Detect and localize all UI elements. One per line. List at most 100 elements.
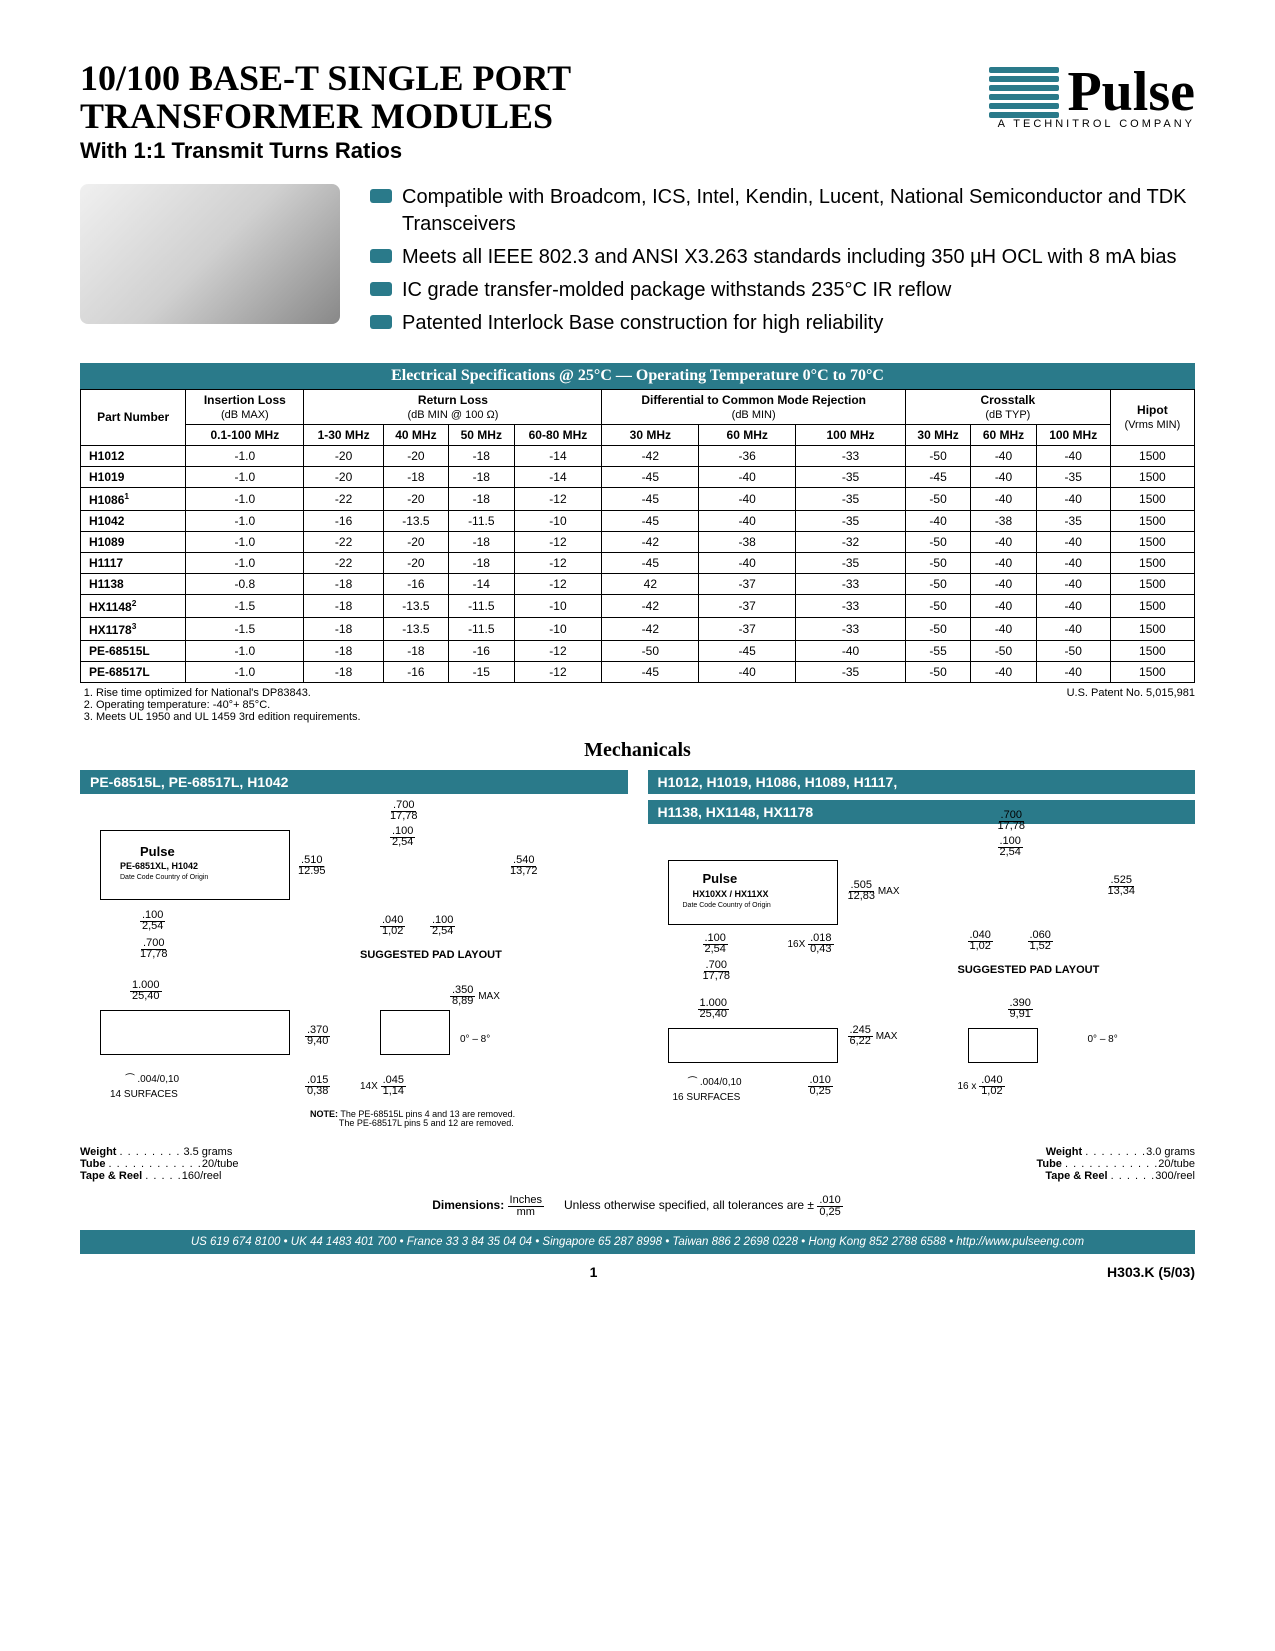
cell: -35 — [1036, 510, 1110, 531]
surfaces-r: 16 SURFACES — [673, 1093, 741, 1104]
cell: -18 — [304, 640, 383, 661]
cell: -40 — [971, 466, 1036, 487]
table-row: PE-68515L-1.0-18-18-16-12-50-45-40-55-50… — [81, 640, 1195, 661]
cell: -16 — [383, 661, 448, 682]
subtitle: With 1:1 Transmit Turns Ratios — [80, 138, 571, 164]
cell: -18 — [449, 552, 514, 573]
cell: -42 — [602, 617, 699, 640]
cell-part: H1042 — [81, 510, 186, 531]
cell: -20 — [304, 445, 383, 466]
weight-block-left: Weight . . . . . . . . 3.5 grams Tube . … — [80, 1146, 628, 1182]
cell: -15 — [449, 661, 514, 682]
cell: -42 — [602, 531, 699, 552]
cell: -50 — [905, 445, 970, 466]
cell: -40 — [699, 510, 796, 531]
cell: -22 — [304, 531, 383, 552]
footnote: Operating temperature: -40°+ 85°C. — [96, 699, 361, 711]
patent-number: U.S. Patent No. 5,015,981 — [1067, 687, 1195, 723]
cell: -38 — [699, 531, 796, 552]
sub-rl1: 40 MHz — [383, 424, 448, 445]
cell: -40 — [971, 573, 1036, 594]
cell-part: H1019 — [81, 466, 186, 487]
title-line1: 10/100 BASE-T SINGLE PORT — [80, 60, 571, 98]
header: 10/100 BASE-T SINGLE PORT TRANSFORMER MO… — [80, 60, 1195, 164]
mechanicals-title: Mechanicals — [80, 739, 1195, 762]
sub-ct0: 30 MHz — [905, 424, 970, 445]
cell: -38 — [971, 510, 1036, 531]
table-row: H1138-0.8-18-16-14-1242-37-33-50-40-4015… — [81, 573, 1195, 594]
cell: 1500 — [1110, 487, 1194, 510]
table-row: H1117-1.0-22-20-18-12-45-40-35-50-40-401… — [81, 552, 1195, 573]
cell: -35 — [796, 466, 906, 487]
spec-table: Part Number Insertion Loss(dB MAX) Retur… — [80, 389, 1195, 683]
sub-dcmr1: 60 MHz — [699, 424, 796, 445]
cell: -1.0 — [186, 466, 304, 487]
cell: -40 — [1036, 531, 1110, 552]
table-row: H10861-1.0-22-20-18-12-45-40-35-50-40-40… — [81, 487, 1195, 510]
cell: -11.5 — [449, 510, 514, 531]
sub-rl2: 50 MHz — [449, 424, 514, 445]
cell: -18 — [304, 617, 383, 640]
cell: -18 — [449, 445, 514, 466]
cell: -50 — [1036, 640, 1110, 661]
cell: -40 — [699, 466, 796, 487]
cell: 1500 — [1110, 531, 1194, 552]
mech-right-header2: H1138, HX1148, HX1178 — [648, 800, 1196, 824]
col-ct: Crosstalk(dB TYP) — [905, 389, 1110, 424]
cell: -35 — [796, 552, 906, 573]
footnotes: Rise time optimized for National's DP838… — [80, 687, 1195, 723]
cell: -35 — [1036, 466, 1110, 487]
cell: -50 — [905, 487, 970, 510]
cell: 1500 — [1110, 661, 1194, 682]
cell: -0.8 — [186, 573, 304, 594]
table-row: H1089-1.0-22-20-18-12-42-38-32-50-40-401… — [81, 531, 1195, 552]
cell: -37 — [699, 617, 796, 640]
cell: -42 — [602, 594, 699, 617]
cell: -10 — [514, 617, 602, 640]
part-label-r: HX10XX / HX11XX — [693, 890, 769, 899]
features-row: Compatible with Broadcom, ICS, Intel, Ke… — [80, 184, 1195, 343]
mech-left: PE-68515L, PE-68517L, H1042 Pulse PE-685… — [80, 770, 628, 1182]
sub-dcmr0: 30 MHz — [602, 424, 699, 445]
footnote: Meets UL 1950 and UL 1459 3rd edition re… — [96, 711, 361, 723]
cell: -1.0 — [186, 510, 304, 531]
cell: -22 — [304, 552, 383, 573]
mech-left-diagram: Pulse PE-6851XL, H1042 Date Code Country… — [80, 800, 628, 1140]
pulse-bullet-icon — [370, 315, 392, 329]
weight-block-right: Weight . . . . . . . .3.0 grams Tube . .… — [648, 1146, 1196, 1182]
cell: -40 — [971, 445, 1036, 466]
cell-part: H1117 — [81, 552, 186, 573]
cell-part: HX11482 — [81, 594, 186, 617]
logo-in-pkg: Pulse — [703, 872, 738, 886]
cell: -40 — [699, 487, 796, 510]
cell: -12 — [514, 573, 602, 594]
cell: -16 — [383, 573, 448, 594]
cell: -50 — [905, 552, 970, 573]
cell: -50 — [905, 661, 970, 682]
cell: -40 — [971, 661, 1036, 682]
cell: -14 — [449, 573, 514, 594]
footnote: Rise time optimized for National's DP838… — [96, 687, 361, 699]
cell: -50 — [905, 594, 970, 617]
cell: -37 — [699, 594, 796, 617]
mech-left-header: PE-68515L, PE-68517L, H1042 — [80, 770, 628, 794]
cell: -40 — [1036, 487, 1110, 510]
cell: -33 — [796, 445, 906, 466]
cell: -40 — [971, 531, 1036, 552]
cell: -35 — [796, 510, 906, 531]
cell: -40 — [905, 510, 970, 531]
cell: -50 — [905, 617, 970, 640]
cell: -11.5 — [449, 617, 514, 640]
cell: -50 — [905, 531, 970, 552]
cell: -1.0 — [186, 661, 304, 682]
cell: -20 — [383, 487, 448, 510]
cell: -37 — [699, 573, 796, 594]
surfaces: 14 SURFACES — [110, 1090, 178, 1101]
flatness: ⏜ .004/0,10 — [125, 1075, 179, 1086]
cell: 1500 — [1110, 640, 1194, 661]
pad-layout-label-r: SUGGESTED PAD LAYOUT — [958, 964, 1100, 976]
mech-right-diagram: Pulse HX10XX / HX11XX Date Code Country … — [648, 830, 1196, 1140]
cell: 1500 — [1110, 552, 1194, 573]
date-label-r: Date Code Country of Origin — [683, 902, 771, 909]
sub-rl0: 1-30 MHz — [304, 424, 383, 445]
